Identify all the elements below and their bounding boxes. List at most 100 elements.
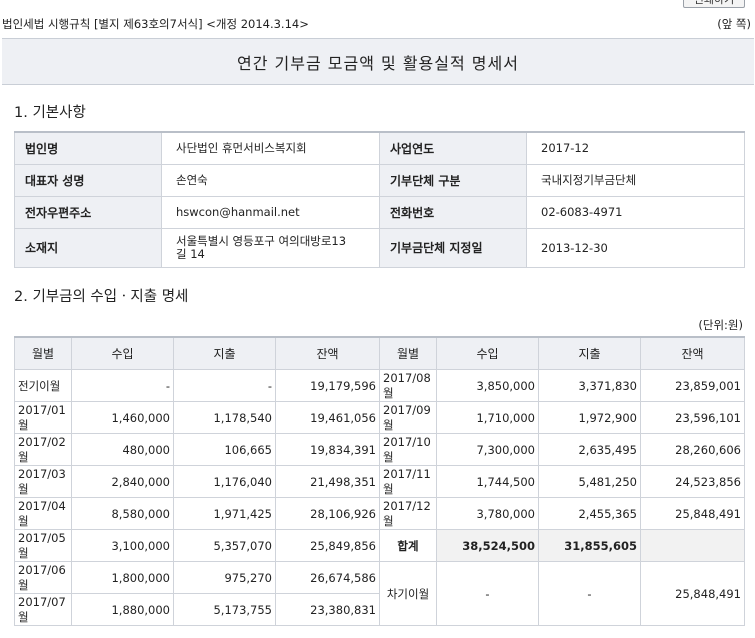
expense-cell: 1,176,040 <box>173 465 276 498</box>
table-row: 2017/04월 8,580,000 1,971,425 28,106,926 … <box>14 497 745 530</box>
total-expense: 31,855,605 <box>538 529 641 562</box>
email-value: hswcon@hanmail.net <box>161 195 380 229</box>
month-cell: 2017/05월 <box>14 529 72 562</box>
total-income: 38,524,500 <box>436 529 539 562</box>
income-cell: 7,300,000 <box>436 433 539 466</box>
total-balance-empty <box>640 529 745 562</box>
total-label: 합계 <box>379 529 437 562</box>
balance-cell: 19,179,596 <box>275 369 380 402</box>
expense-cell: 1,178,540 <box>173 401 276 434</box>
carry-expense: - <box>538 561 641 626</box>
carry-income: - <box>436 561 539 626</box>
table-row: 대표자 성명 손연숙 기부단체 구분 국내지정기부금단체 <box>14 163 745 197</box>
month-cell: 2017/06월 <box>14 561 72 594</box>
carry-label: 차기이월 <box>379 561 437 626</box>
balance-cell: 25,849,856 <box>275 529 380 562</box>
document-title: 연간 기부금 모금액 및 활용실적 명세서 <box>2 38 754 85</box>
table-row: 2017/03월 2,840,000 1,176,040 21,498,351 … <box>14 465 745 498</box>
field-label: 소재지 <box>14 227 162 268</box>
month-cell: 2017/01월 <box>14 401 72 434</box>
income-cell: 8,580,000 <box>71 497 174 530</box>
column-header: 지출 <box>538 336 641 370</box>
table-row: 2017/02월 480,000 106,665 19,834,391 2017… <box>14 433 745 466</box>
income-cell: 480,000 <box>71 433 174 466</box>
month-cell: 2017/03월 <box>14 465 72 498</box>
designation-date-value: 2013-12-30 <box>526 227 745 268</box>
address-value: 서울특별시 영등포구 여의대방로13 길 14 <box>161 227 380 268</box>
column-header: 잔액 <box>640 336 745 370</box>
month-cell: 전기이월 <box>14 369 72 402</box>
table-row: 법인명 사단법인 휴먼서비스복지회 사업연도 2017-12 <box>14 131 745 165</box>
section-basic-heading: 1. 기본사항 <box>14 105 86 121</box>
column-header: 월별 <box>14 336 72 370</box>
expense-cell: 5,357,070 <box>173 529 276 562</box>
table-row: 2017/05월 3,100,000 5,357,070 25,849,856 … <box>14 529 745 562</box>
expense-cell: 5,481,250 <box>538 465 641 498</box>
balance-cell: 25,848,491 <box>640 497 745 530</box>
table-header-row: 월별 수입 지출 잔액 월별 수입 지출 잔액 <box>14 336 745 370</box>
field-label: 전자우편주소 <box>14 195 162 229</box>
expense-cell: 2,455,365 <box>538 497 641 530</box>
section-ledger-heading: 2. 기부금의 수입ㆍ지출 명세 <box>14 289 189 305</box>
carry-balance: 25,848,491 <box>640 561 745 626</box>
top-bar: 인쇄하기 법인세법 시행규칙 [별지 제63호의7서식] <개정 2014.3.… <box>0 0 755 36</box>
month-cell: 2017/12월 <box>379 497 437 530</box>
fiscal-year-value: 2017-12 <box>526 131 745 165</box>
month-cell: 2017/02월 <box>14 433 72 466</box>
org-type-value: 국내지정기부금단체 <box>526 163 745 197</box>
column-header: 지출 <box>173 336 276 370</box>
income-cell: 1,800,000 <box>71 561 174 594</box>
expense-cell: - <box>173 369 276 402</box>
balance-cell: 19,834,391 <box>275 433 380 466</box>
income-cell: 1,880,000 <box>71 593 174 626</box>
address-line-1: 서울특별시 영등포구 여의대방로13 <box>176 233 347 248</box>
balance-cell: 19,461,056 <box>275 401 380 434</box>
basic-info-table: 법인명 사단법인 휴먼서비스복지회 사업연도 2017-12 대표자 성명 손연… <box>14 131 745 268</box>
balance-cell: 23,380,831 <box>275 593 380 626</box>
address-line-2: 길 14 <box>176 246 205 261</box>
column-header: 월별 <box>379 336 437 370</box>
expense-cell: 1,971,425 <box>173 497 276 530</box>
field-label: 대표자 성명 <box>14 163 162 197</box>
expense-cell: 106,665 <box>173 433 276 466</box>
table-row: 2017/01월 1,460,000 1,178,540 19,461,056 … <box>14 401 745 434</box>
column-header: 수입 <box>436 336 539 370</box>
table-row: 전자우편주소 hswcon@hanmail.net 전화번호 02-6083-4… <box>14 195 745 229</box>
field-label: 사업연도 <box>379 131 527 165</box>
expense-cell: 5,173,755 <box>173 593 276 626</box>
income-cell: 3,100,000 <box>71 529 174 562</box>
balance-cell: 24,523,856 <box>640 465 745 498</box>
balance-cell: 23,859,001 <box>640 369 745 402</box>
field-label: 법인명 <box>14 131 162 165</box>
month-cell: 2017/10월 <box>379 433 437 466</box>
income-cell: 3,780,000 <box>436 497 539 530</box>
income-cell: 1,744,500 <box>436 465 539 498</box>
representative-value: 손연숙 <box>161 163 380 197</box>
income-cell: 2,840,000 <box>71 465 174 498</box>
field-label: 기부단체 구분 <box>379 163 527 197</box>
balance-cell: 21,498,351 <box>275 465 380 498</box>
month-cell: 2017/07월 <box>14 593 72 626</box>
income-cell: 3,850,000 <box>436 369 539 402</box>
unit-label: (단위:원) <box>698 318 743 332</box>
table-row: 소재지 서울특별시 영등포구 여의대방로13 길 14 기부금단체 지정일 20… <box>14 227 745 268</box>
expense-cell: 1,972,900 <box>538 401 641 434</box>
table-row: 2017/06월 1,800,000 975,270 26,674,586 차기… <box>14 561 745 626</box>
field-label: 전화번호 <box>379 195 527 229</box>
ledger-table: 월별 수입 지출 잔액 월별 수입 지출 잔액 전기이월 - - 19,179,… <box>14 336 745 626</box>
print-button[interactable]: 인쇄하기 <box>683 0 745 8</box>
field-label: 기부금단체 지정일 <box>379 227 527 268</box>
table-row: 전기이월 - - 19,179,596 2017/08월 3,850,000 3… <box>14 369 745 402</box>
column-header: 잔액 <box>275 336 380 370</box>
expense-cell: 2,635,495 <box>538 433 641 466</box>
balance-cell: 23,596,101 <box>640 401 745 434</box>
income-cell: 1,460,000 <box>71 401 174 434</box>
corp-name-value: 사단법인 휴먼서비스복지회 <box>161 131 380 165</box>
page-side-label: (앞 쪽) <box>717 17 751 31</box>
income-cell: 1,710,000 <box>436 401 539 434</box>
column-header: 수입 <box>71 336 174 370</box>
balance-cell: 28,106,926 <box>275 497 380 530</box>
table-row: 2017/07월 1,880,000 5,173,755 23,380,831 <box>14 593 745 626</box>
month-cell: 2017/04월 <box>14 497 72 530</box>
month-cell: 2017/09월 <box>379 401 437 434</box>
